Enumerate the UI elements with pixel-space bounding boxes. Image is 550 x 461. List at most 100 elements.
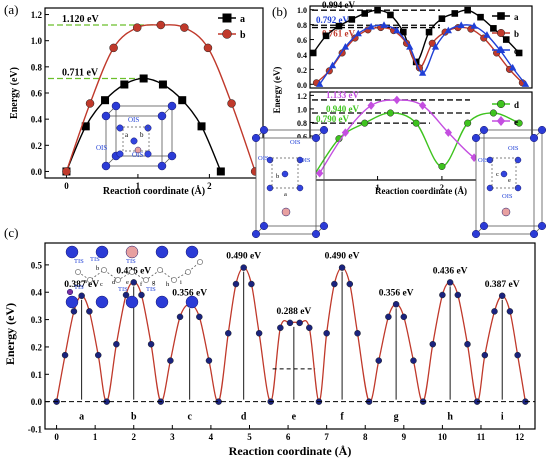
data-point	[439, 291, 446, 299]
data-point	[323, 330, 330, 337]
atom-sphere	[95, 245, 109, 259]
segment-label: c	[187, 411, 192, 422]
data-point	[167, 357, 174, 364]
y-axis-label: Energy (eV)	[3, 303, 17, 365]
data-point	[385, 313, 392, 321]
data-point	[444, 26, 452, 34]
annotation-label: 0.994 eV	[322, 0, 355, 10]
annotation-label: 0.790 eV	[316, 114, 349, 124]
data-point	[81, 122, 90, 131]
atom-sphere	[500, 170, 508, 178]
x-axis-label: Reaction coordinate (Å)	[375, 186, 467, 196]
x-axis-label: Reaction coordinate (Å)	[229, 444, 352, 458]
atom-sphere	[116, 124, 124, 132]
atom-sphere	[185, 245, 199, 259]
path-label: e	[126, 279, 129, 286]
data-point	[335, 22, 343, 30]
x-tick-label: 1	[136, 181, 141, 191]
annotation-label: 0.288 eV	[276, 307, 311, 317]
y-tick-label: 1.2	[31, 10, 43, 20]
data-point	[418, 101, 427, 110]
data-point	[464, 340, 471, 348]
y-tick-label: 0.4	[31, 115, 43, 125]
data-point	[139, 74, 148, 83]
y-tick-label: 0.1	[31, 370, 43, 380]
interstitial-site	[157, 267, 163, 273]
annotation-label: 0.490 eV	[325, 252, 360, 262]
unit-cell-back	[483, 129, 543, 227]
site-label: TIS	[74, 258, 84, 265]
path-label: b	[96, 265, 99, 272]
annotation-label: 0.490 eV	[226, 252, 261, 262]
atom-sphere	[167, 101, 177, 111]
data-point	[132, 23, 142, 32]
atom-sphere	[479, 125, 489, 135]
atom-sphere	[66, 288, 74, 296]
atom-sphere	[311, 229, 321, 239]
data-point	[380, 21, 388, 28]
data-point	[418, 69, 427, 76]
unit-cell-front	[255, 137, 317, 235]
y-tick-label: 1.0	[31, 36, 43, 46]
atom-sphere	[116, 150, 124, 158]
data-point	[400, 28, 407, 36]
data-point	[444, 128, 452, 137]
atom-sphere	[537, 125, 547, 135]
site-label: TIS	[146, 286, 156, 293]
data-point	[454, 291, 462, 299]
data-point	[227, 99, 236, 108]
annotation-label: 0.711 eV	[62, 67, 99, 78]
x-tick-label: 1	[93, 432, 98, 442]
y-tick-label: 0.8	[297, 119, 307, 128]
site-label: TIS	[118, 286, 128, 293]
y-tick-label: 0.6	[31, 89, 43, 99]
site-label: OIS	[300, 157, 311, 164]
annotation-label: 0.387 eV	[485, 280, 520, 290]
panel-tag-b: (b)	[272, 4, 287, 19]
x-tick-label: 0	[64, 181, 69, 191]
data-point	[78, 292, 85, 300]
interstitial-site	[75, 269, 81, 275]
data-point	[387, 11, 394, 19]
data-point	[328, 61, 337, 69]
path-label: d	[112, 279, 116, 286]
data-point	[412, 119, 420, 127]
data-point	[425, 28, 433, 36]
panel-tag-a: (a)	[4, 2, 18, 17]
data-point	[316, 80, 324, 87]
data-point	[346, 280, 354, 288]
data-point	[464, 119, 472, 127]
data-point	[286, 319, 294, 327]
y-axis-label: Energy (eV)	[272, 67, 282, 114]
segment-label: h	[447, 411, 453, 422]
legend-label: d	[514, 100, 519, 110]
crystal-inset-b-right: OIS OIS c e OIS	[471, 125, 547, 239]
atom-sphere	[155, 245, 169, 259]
x-tick-label: 2	[440, 183, 444, 192]
data-point	[457, 21, 465, 29]
data-point	[470, 22, 478, 29]
x-tick-label: 1	[376, 183, 380, 192]
data-point	[180, 23, 189, 32]
interstitial-site	[129, 269, 135, 275]
data-point	[176, 313, 184, 321]
y-tick-label: 1.0	[297, 105, 307, 114]
y-tick-label: 0.0	[31, 397, 43, 407]
atom-sphere	[479, 221, 489, 231]
legend-label: e	[514, 117, 518, 127]
path-label: b	[276, 173, 279, 180]
x-tick-label: 10	[438, 432, 448, 442]
legend-label: b	[514, 29, 519, 39]
atom-sphere	[167, 151, 177, 161]
interstitial-site	[115, 277, 121, 283]
path-label: a	[284, 191, 287, 198]
atom-sphere	[185, 295, 199, 309]
x-tick-label: 5	[247, 432, 252, 442]
data-point	[61, 351, 69, 359]
data-point	[296, 319, 303, 327]
data-point	[374, 6, 381, 14]
atom-sphere	[296, 156, 304, 164]
data-point	[477, 13, 484, 21]
data-point	[341, 128, 350, 137]
